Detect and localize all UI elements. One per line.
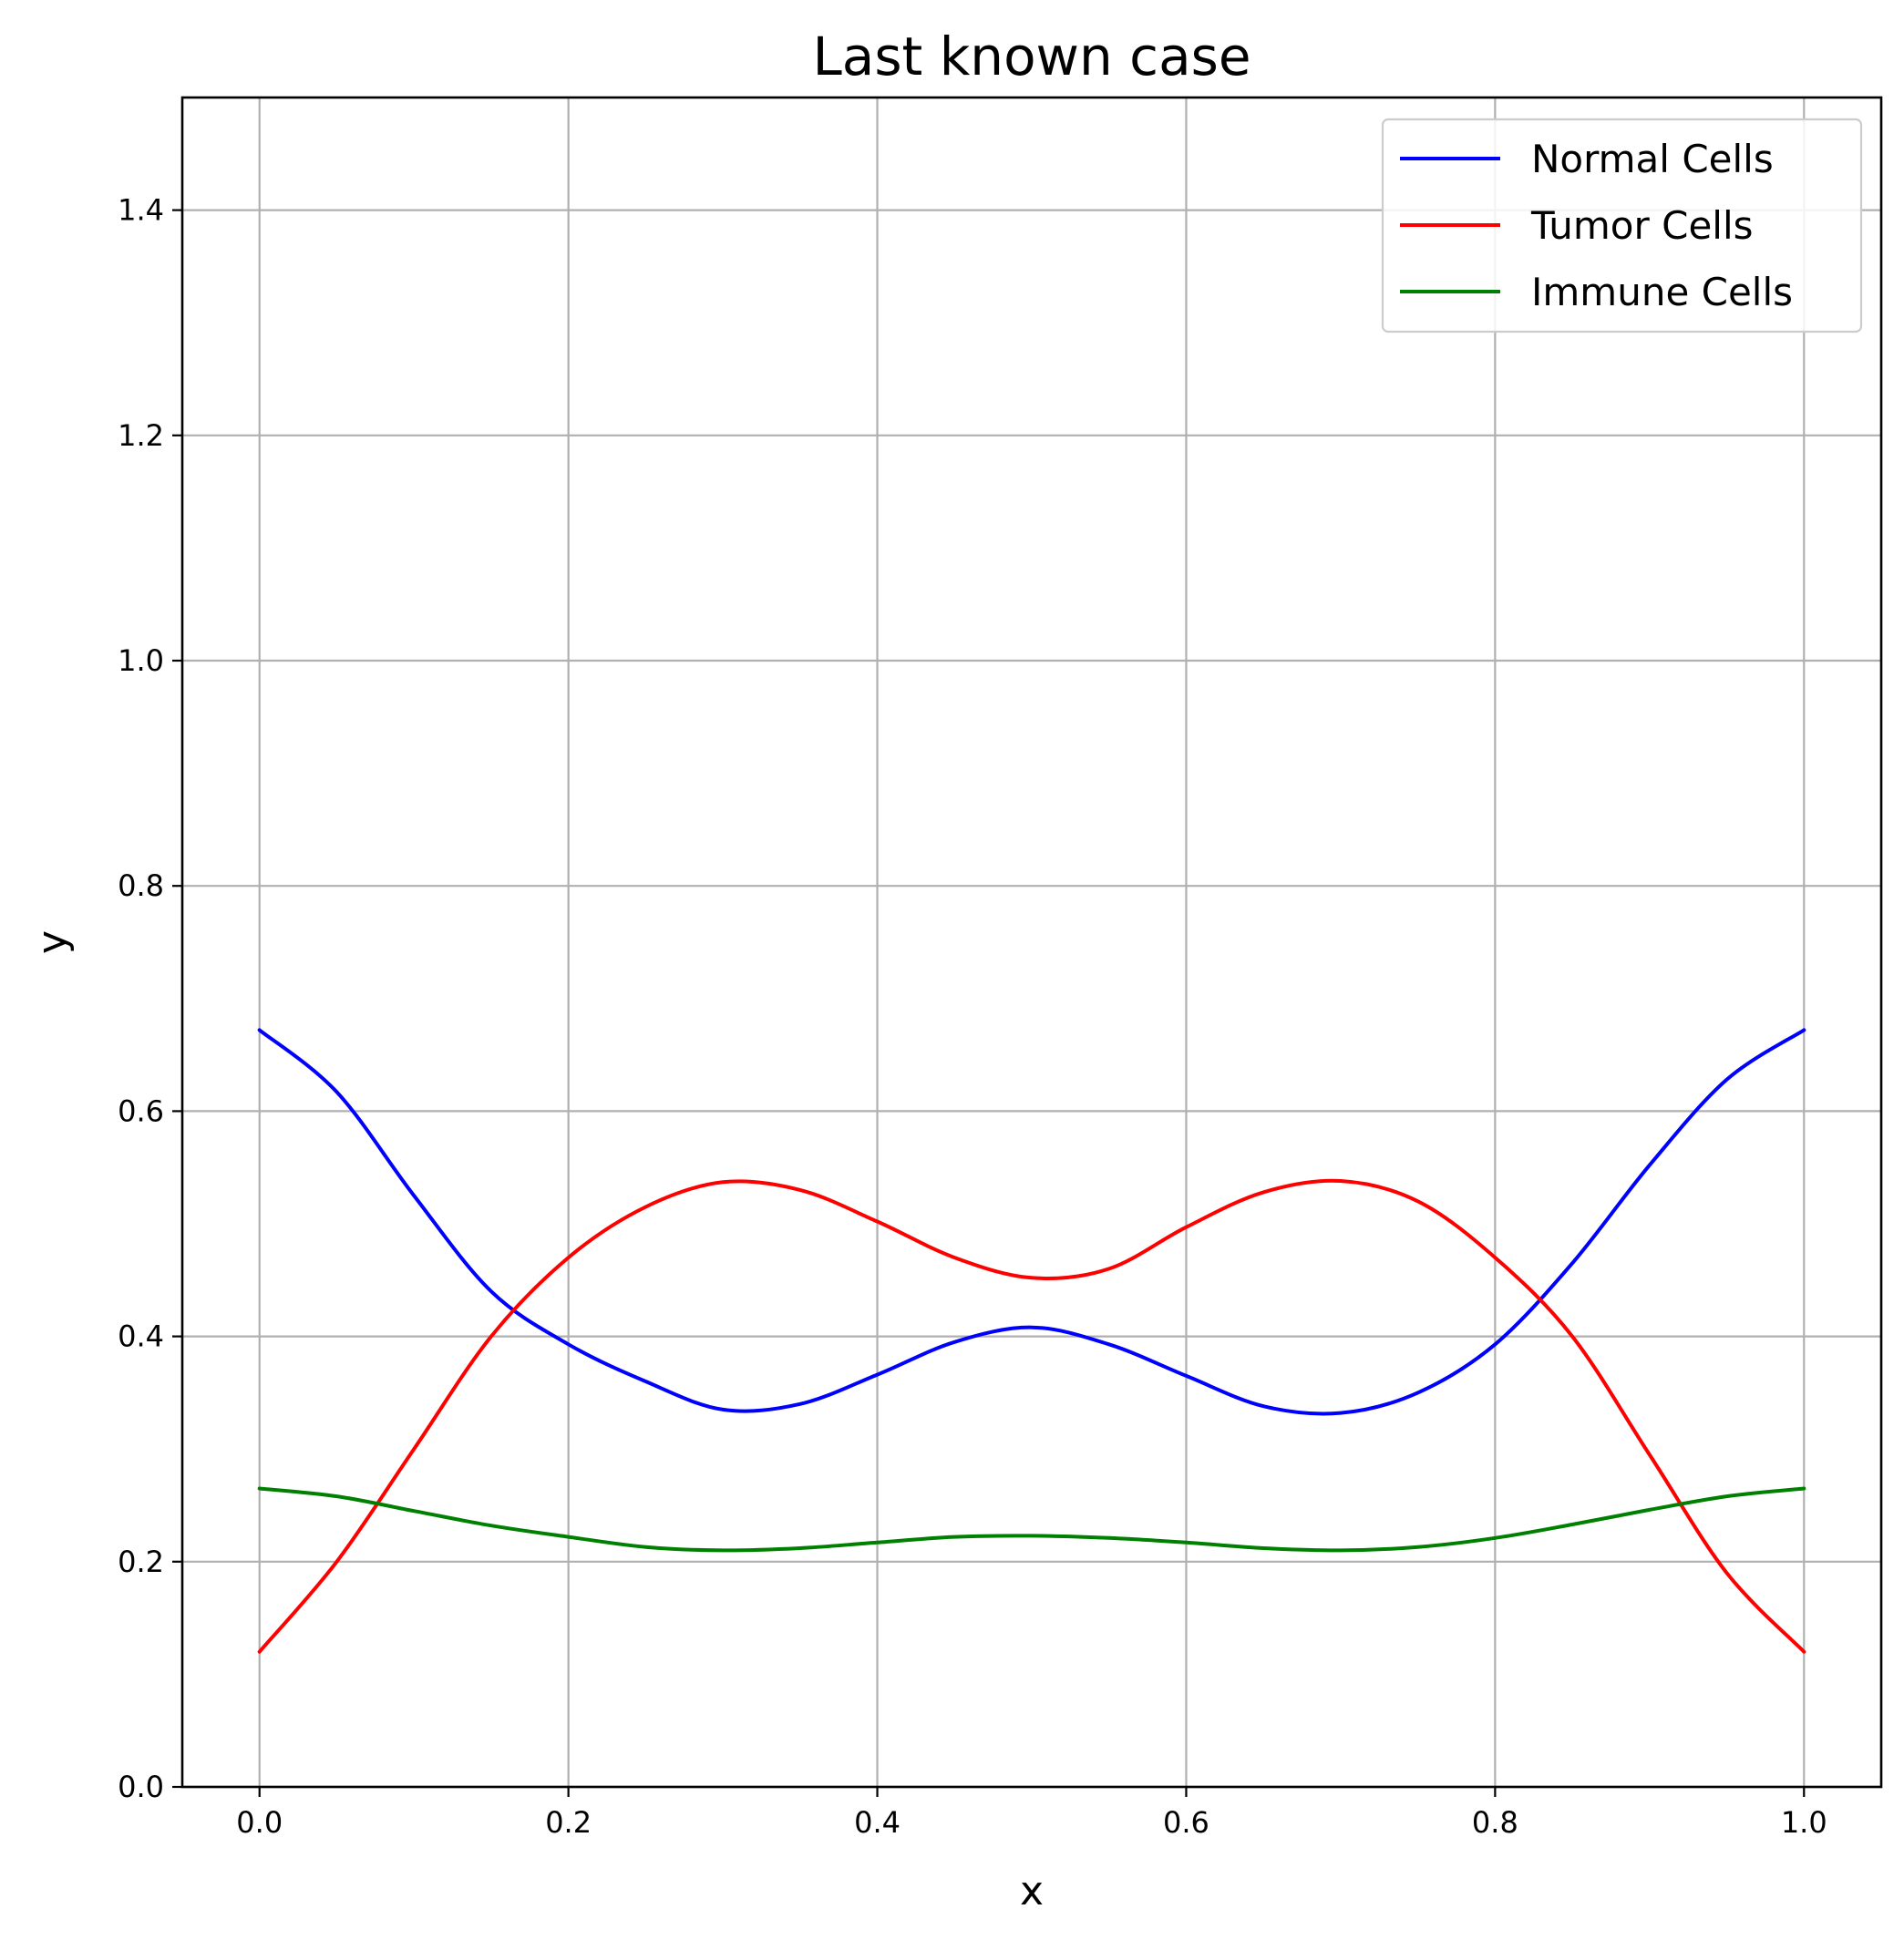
y-tick-label: 1.2 [118,418,164,453]
legend-box [1381,118,1863,334]
series-line-tumor-cells [257,1178,1806,1654]
x-tick-label: 0.8 [1472,1805,1518,1840]
x-tick-label: 0.4 [854,1805,901,1840]
legend-label-normal-cells: Normal Cells [1531,137,1774,181]
legend-label-tumor-cells: Tumor Cells [1530,203,1754,248]
x-tick-label: 1.0 [1781,1805,1827,1840]
grid [182,98,1881,1789]
series-line-immune-cells [257,1486,1806,1553]
y-tick-label: 0.0 [118,1770,164,1804]
y-tick-label: 0.6 [118,1093,164,1128]
y-tick-label: 1.0 [118,643,164,678]
series-line-normal-cells [257,1028,1806,1416]
x-axis-label: x [1020,1868,1044,1914]
series-layer [257,1028,1806,1654]
ticks: 0.0 0.2 0.4 0.6 0.8 1.0 0.0 0.2 0.4 0.6 0.8 1.0 1.2 1… [118,193,1827,1840]
y-tick-label: 0.4 [118,1319,164,1354]
legend: Normal Cells Tumor Cells Immune Cells [1381,118,1863,334]
y-tick-label: 0.2 [118,1545,164,1579]
y-tick-label: 0.8 [118,868,164,903]
chart-title: Last known case [812,26,1250,87]
x-tick-label: 0.0 [236,1805,283,1840]
y-axis-label: y [29,930,76,954]
plot-frame [180,96,1883,1789]
x-tick-label: 0.6 [1163,1805,1209,1840]
x-tick-label: 0.2 [545,1805,592,1840]
y-tick-label: 1.4 [118,193,164,228]
legend-label-immune-cells: Immune Cells [1531,270,1793,314]
